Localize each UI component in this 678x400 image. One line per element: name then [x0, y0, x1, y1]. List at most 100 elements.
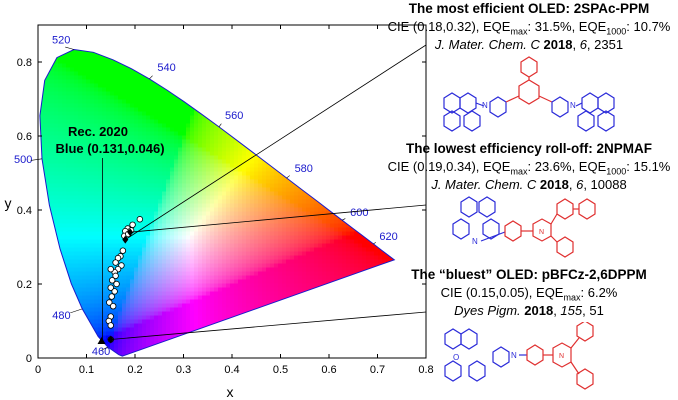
- gamut-cell: [206, 151, 211, 156]
- gamut-cell: [278, 131, 283, 136]
- gamut-cell: [146, 59, 151, 64]
- gamut-cell: [86, 231, 91, 236]
- gamut-cell: [86, 123, 91, 128]
- gamut-cell: [286, 151, 291, 156]
- gamut-cell: [150, 207, 155, 212]
- gamut-cell: [154, 195, 159, 200]
- gamut-cell: [182, 239, 187, 244]
- gamut-cell: [182, 247, 187, 252]
- gamut-cell: [142, 263, 147, 268]
- gamut-cell: [130, 199, 135, 204]
- gamut-cell: [162, 283, 167, 288]
- gamut-cell: [258, 335, 263, 340]
- gamut-cell: [42, 207, 47, 212]
- gamut-cell: [214, 319, 219, 324]
- gamut-cell: [50, 127, 55, 132]
- gamut-cell: [39, 179, 43, 184]
- gamut-cell: [126, 255, 131, 260]
- gamut-cell: [266, 191, 271, 196]
- gamut-cell: [178, 87, 183, 92]
- gamut-cell: [170, 255, 175, 260]
- gamut-cell: [70, 191, 75, 196]
- gamut-cell: [170, 179, 175, 184]
- gamut-cell: [74, 223, 79, 228]
- gamut-cell: [42, 63, 47, 68]
- gamut-cell: [210, 239, 215, 244]
- gamut-cell: [242, 167, 247, 172]
- gamut-cell: [39, 331, 43, 336]
- gamut-cell: [206, 143, 211, 148]
- gamut-cell: [210, 303, 215, 308]
- gamut-cell: [62, 235, 67, 240]
- gamut-cell: [218, 203, 223, 208]
- gamut-cell: [170, 51, 175, 56]
- gamut-cell: [106, 211, 111, 216]
- gamut-cell: [254, 139, 259, 144]
- gamut-cell: [230, 163, 235, 168]
- gamut-cell: [258, 255, 263, 260]
- gamut-cell: [66, 115, 71, 120]
- gamut-cell: [150, 51, 155, 56]
- gamut-cell: [246, 251, 251, 256]
- gamut-cell: [78, 167, 83, 172]
- gamut-cell: [154, 147, 159, 152]
- gamut-cell: [94, 71, 99, 76]
- gamut-cell: [282, 159, 287, 164]
- gamut-cell: [90, 215, 95, 220]
- gamut-cell: [70, 87, 75, 92]
- gamut-cell: [90, 75, 95, 80]
- gamut-cell: [246, 49, 251, 52]
- gamut-cell: [62, 107, 67, 112]
- gamut-cell: [226, 351, 231, 356]
- gamut-cell: [270, 75, 275, 80]
- gamut-cell: [118, 75, 123, 80]
- gamut-cell: [86, 127, 91, 132]
- gamut-cell: [202, 44, 207, 49]
- gamut-cell: [234, 339, 239, 344]
- gamut-cell: [150, 279, 155, 284]
- gamut-cell: [98, 327, 103, 332]
- gamut-cell: [282, 339, 287, 344]
- gamut-cell: [282, 271, 287, 276]
- gamut-cell: [270, 187, 275, 192]
- gamut-cell: [286, 315, 291, 320]
- gamut-cell: [234, 179, 239, 184]
- gamut-cell: [182, 307, 187, 312]
- gamut-cell: [86, 275, 91, 280]
- gamut-cell: [74, 283, 79, 288]
- gamut-cell: [74, 287, 79, 292]
- gamut-cell: [162, 127, 167, 132]
- gamut-cell: [182, 175, 187, 180]
- gamut-cell: [258, 49, 263, 52]
- gamut-cell: [122, 299, 127, 304]
- gamut-cell: [54, 49, 59, 52]
- gamut-cell: [42, 335, 47, 340]
- gamut-cell: [126, 271, 131, 276]
- gamut-cell: [78, 99, 83, 104]
- gamut-cell: [74, 107, 79, 112]
- gamut-cell: [226, 347, 231, 352]
- gamut-cell: [118, 135, 123, 140]
- gamut-cell: [202, 187, 207, 192]
- gamut-cell: [46, 215, 51, 220]
- gamut-cell: [162, 49, 167, 52]
- gamut-cell: [39, 255, 43, 260]
- gamut-cell: [286, 55, 291, 60]
- gamut-cell: [226, 135, 231, 140]
- gamut-cell: [58, 163, 63, 168]
- gamut-cell: [206, 203, 211, 208]
- gamut-cell: [278, 55, 283, 60]
- gamut-cell: [122, 319, 127, 324]
- gamut-cell: [246, 223, 251, 228]
- gamut-cell: [118, 127, 123, 132]
- gamut-cell: [258, 303, 263, 308]
- gamut-cell: [122, 139, 127, 144]
- gamut-cell: [46, 151, 51, 156]
- gamut-cell: [90, 115, 95, 120]
- gamut-cell: [134, 247, 139, 252]
- gamut-cell: [258, 167, 263, 172]
- gamut-cell: [134, 147, 139, 152]
- gamut-cell: [102, 295, 107, 300]
- gamut-cell: [162, 183, 167, 188]
- gamut-cell: [186, 167, 191, 172]
